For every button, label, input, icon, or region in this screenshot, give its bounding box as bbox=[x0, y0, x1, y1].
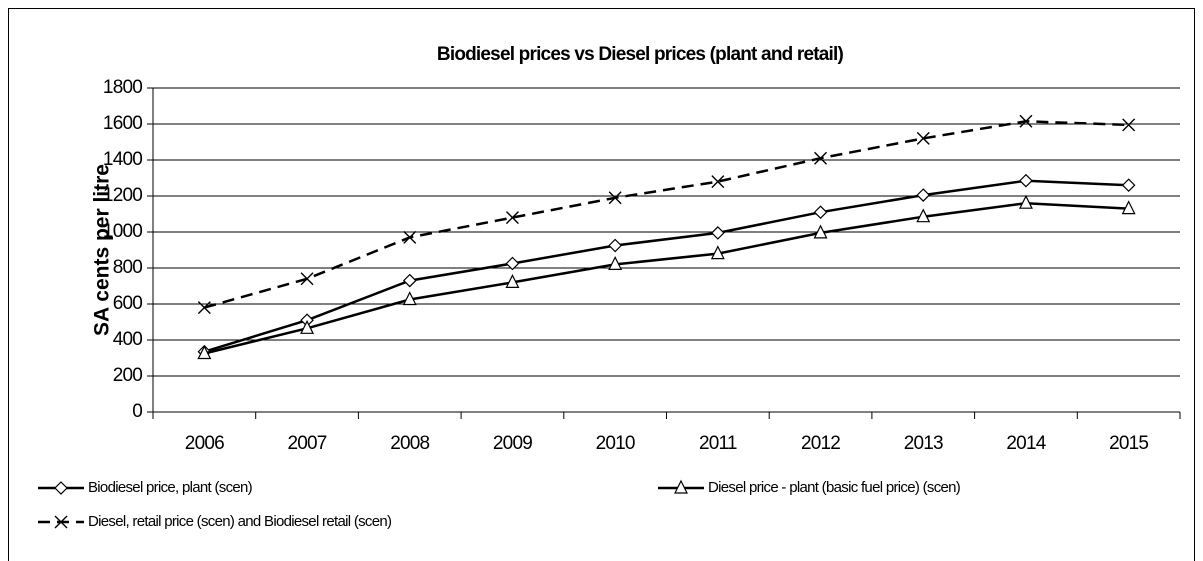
marker-diamond bbox=[711, 226, 725, 240]
y-tick-label: 800 bbox=[113, 257, 143, 278]
marker-x bbox=[608, 191, 622, 205]
y-tick-label: 1000 bbox=[103, 221, 142, 242]
marker-diamond bbox=[1121, 178, 1136, 193]
x-tick-label: 2011 bbox=[699, 433, 737, 454]
x-tick-label: 2008 bbox=[390, 433, 429, 454]
marker-triangle bbox=[813, 224, 828, 239]
marker-diamond bbox=[813, 205, 828, 220]
series-line bbox=[204, 120, 1129, 309]
x-tick-label: 2007 bbox=[288, 433, 327, 454]
legend-marker bbox=[54, 481, 68, 495]
y-axis-label: SA cents per litre bbox=[91, 164, 114, 336]
marker-triangle bbox=[710, 245, 725, 260]
x-tick-label: 2012 bbox=[801, 433, 840, 454]
y-tick-label: 600 bbox=[113, 293, 143, 314]
x-tick-label: 2009 bbox=[493, 433, 532, 454]
marker-triangle bbox=[608, 256, 623, 270]
marker-triangle bbox=[300, 319, 315, 334]
y-tick-label: 400 bbox=[113, 329, 143, 350]
marker-diamond bbox=[505, 256, 520, 271]
marker-x bbox=[1019, 114, 1033, 128]
legend-marker bbox=[674, 479, 688, 494]
chart-border bbox=[8, 8, 1195, 561]
marker-x bbox=[711, 175, 725, 189]
series-line bbox=[204, 201, 1129, 355]
chart-title: Biodiesel prices vs Diesel prices (plant… bbox=[437, 44, 844, 65]
x-tick-label: 2010 bbox=[596, 433, 635, 454]
x-tick-label: 2006 bbox=[185, 433, 224, 454]
legend-label: Diesel price - plant (basic fuel price) … bbox=[708, 479, 961, 496]
y-tick-label: 0 bbox=[132, 401, 142, 422]
y-tick-label: 1800 bbox=[103, 77, 142, 98]
marker-x bbox=[197, 301, 211, 315]
x-tick-label: 2015 bbox=[1109, 433, 1148, 454]
marker-triangle bbox=[505, 274, 520, 288]
marker-x bbox=[1122, 118, 1136, 132]
marker-triangle bbox=[1121, 200, 1136, 215]
x-tick-label: 2013 bbox=[904, 433, 943, 454]
marker-triangle bbox=[197, 345, 212, 360]
y-tick-label: 1600 bbox=[103, 113, 142, 134]
y-tick-label: 1200 bbox=[103, 185, 142, 206]
marker-x bbox=[916, 131, 930, 145]
y-tick-label: 1400 bbox=[103, 149, 142, 170]
x-tick-label: 2014 bbox=[1006, 433, 1046, 454]
y-tick-label: 200 bbox=[113, 365, 143, 386]
marker-x bbox=[300, 272, 314, 286]
marker-diamond bbox=[916, 188, 931, 202]
marker-x bbox=[505, 211, 519, 225]
marker-diamond bbox=[402, 273, 417, 288]
marker-triangle bbox=[402, 291, 417, 306]
legend-label: Biodiesel price, plant (scen) bbox=[88, 479, 253, 496]
marker-diamond bbox=[1019, 173, 1033, 188]
marker-diamond bbox=[608, 238, 622, 253]
series-line bbox=[203, 179, 1129, 353]
legend-label: Diesel, retail price (scen) and Biodiese… bbox=[88, 513, 392, 530]
marker-x bbox=[814, 151, 828, 165]
marker-triangle bbox=[916, 208, 931, 223]
marker-triangle bbox=[1018, 194, 1033, 209]
legend-marker bbox=[54, 515, 68, 529]
marker-x bbox=[403, 230, 417, 244]
